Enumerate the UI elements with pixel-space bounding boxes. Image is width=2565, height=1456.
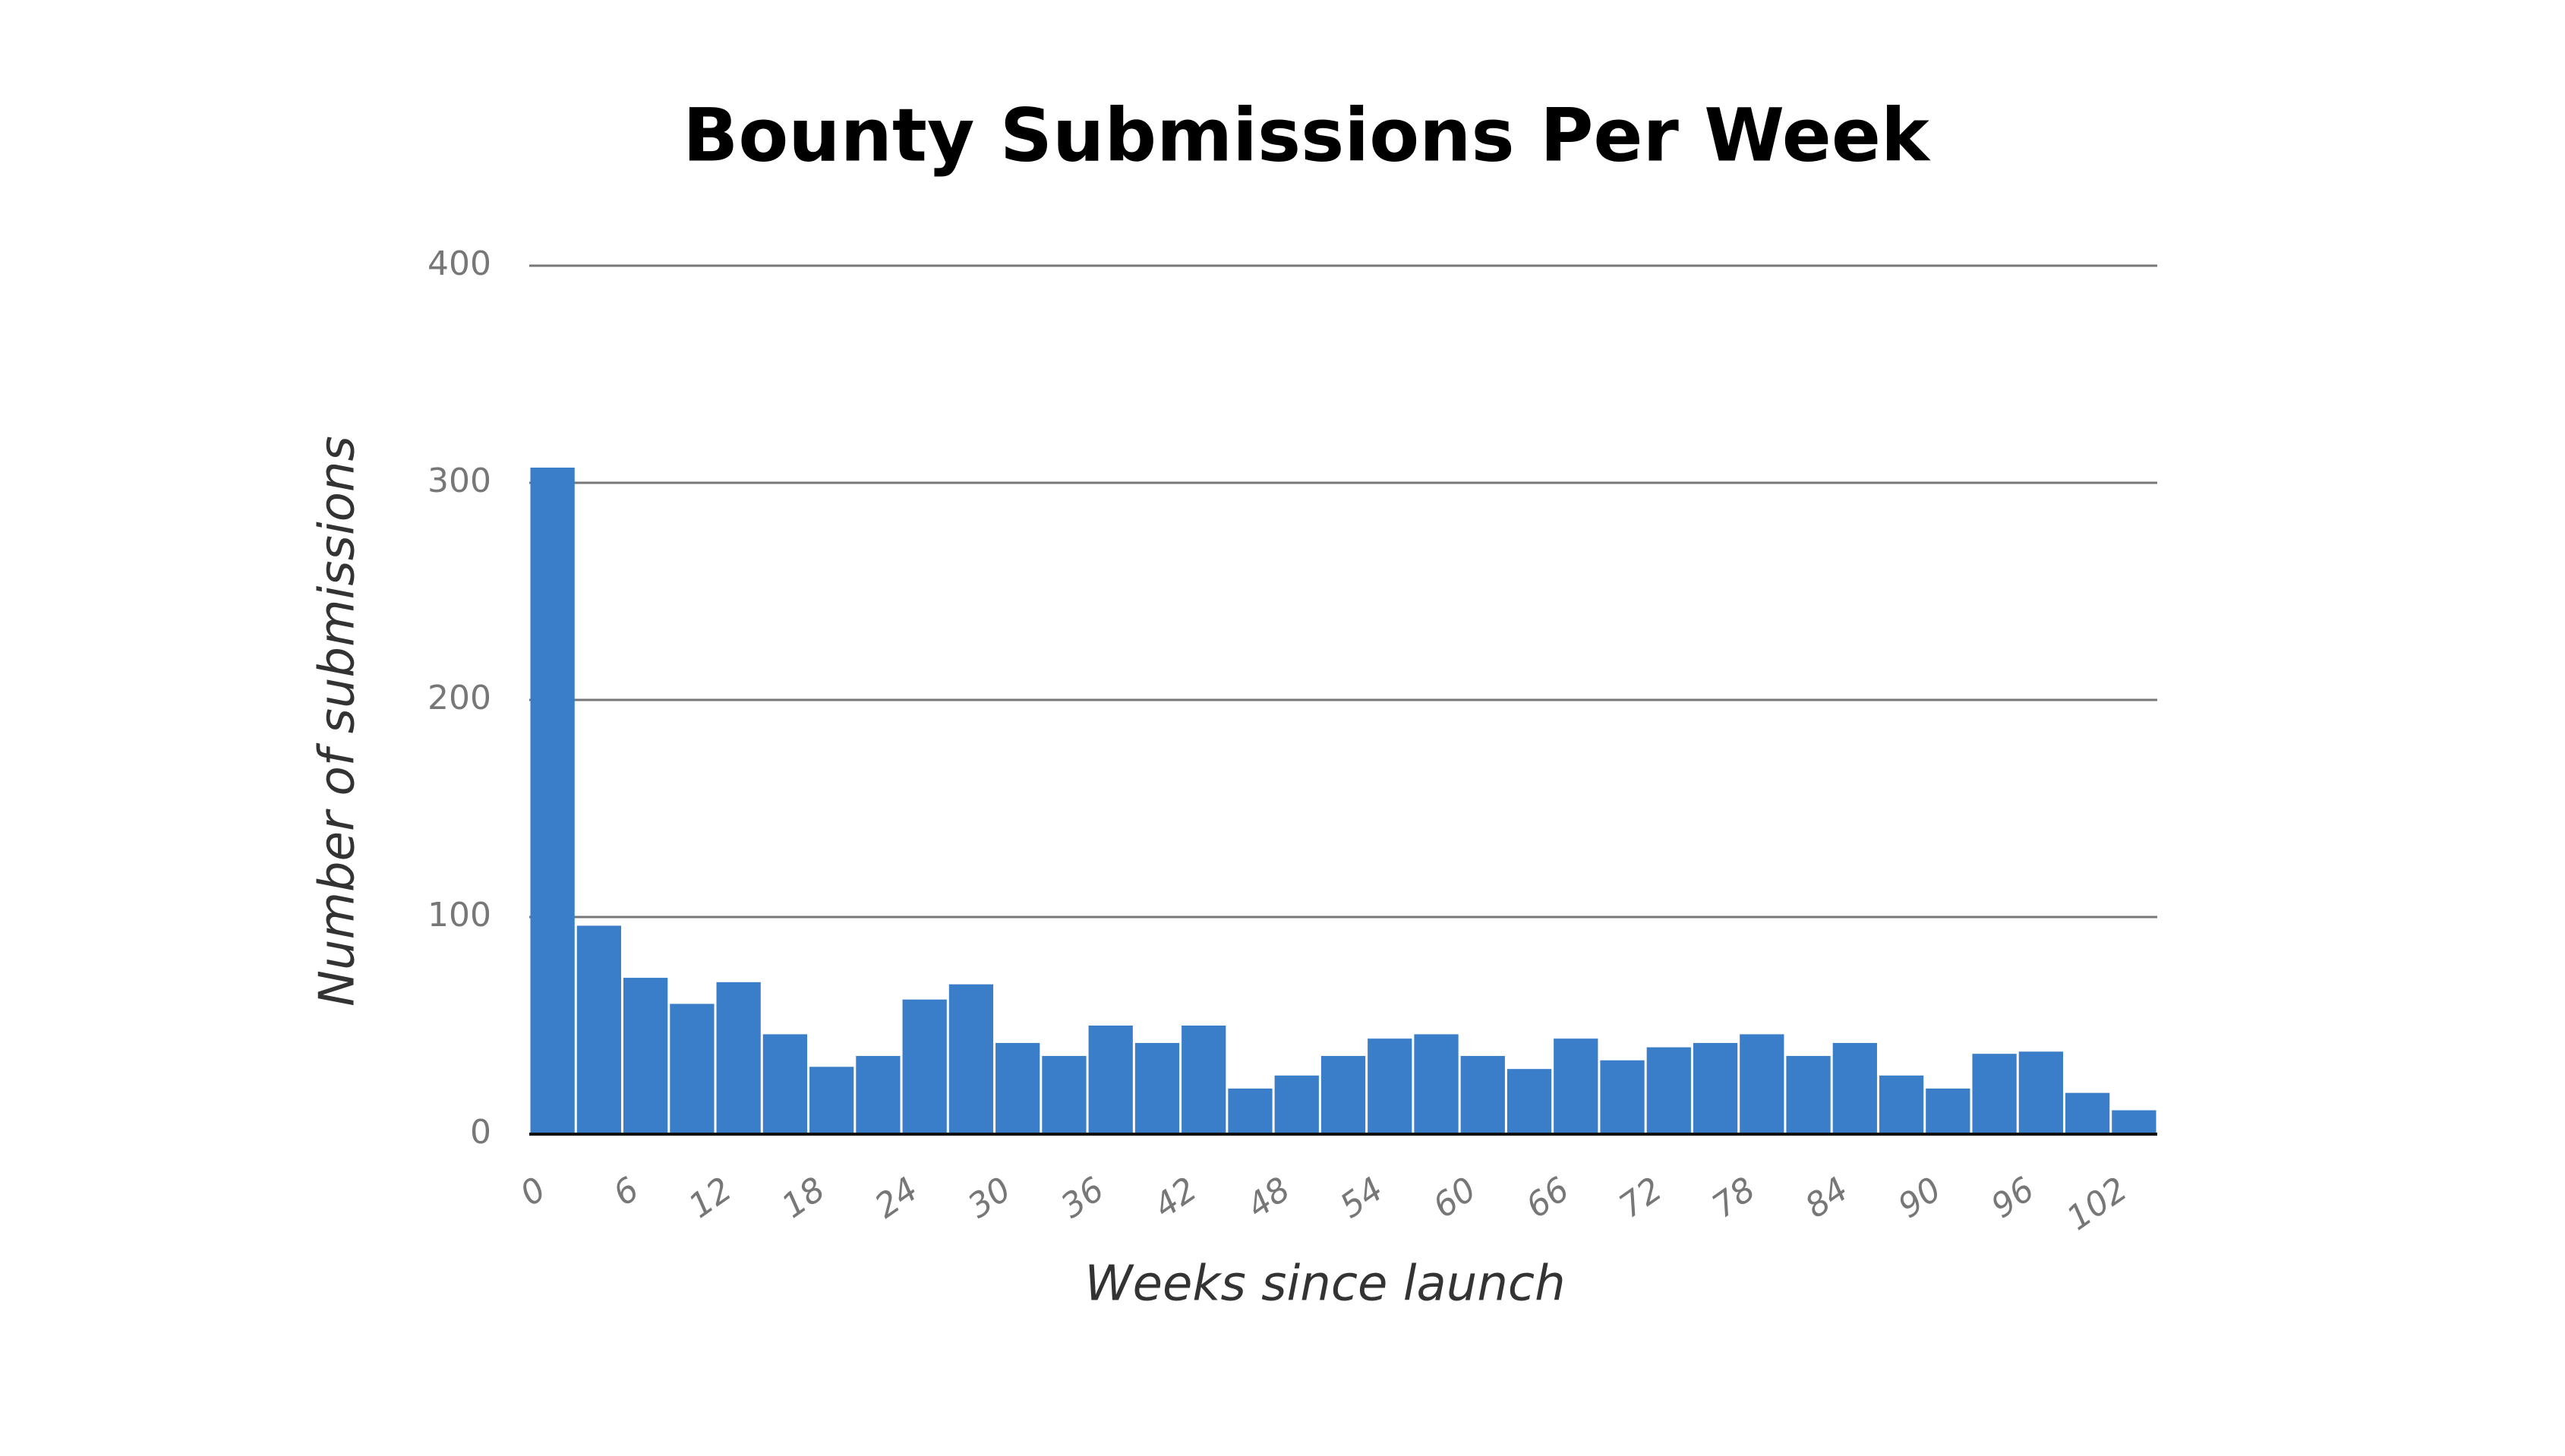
x-tick-label: 84: [1798, 1170, 1855, 1226]
bar: [670, 1004, 715, 1134]
bar: [1274, 1075, 1319, 1134]
x-tick-label: 102: [2060, 1170, 2134, 1238]
bar: [948, 984, 994, 1134]
bar: [1646, 1047, 1691, 1134]
x-tick-label: 24: [868, 1170, 925, 1226]
bar: [2112, 1110, 2156, 1134]
bar: [1414, 1034, 1459, 1134]
bar: [576, 925, 622, 1134]
bar: [1320, 1056, 1366, 1134]
x-tick-label: 30: [961, 1170, 1018, 1226]
x-tick-label: 18: [775, 1170, 832, 1226]
chart-title: Bounty Submissions Per Week: [683, 93, 1931, 178]
x-tick-label: 12: [682, 1170, 739, 1226]
y-tick-label: 100: [428, 896, 491, 934]
x-tick-label: 54: [1333, 1170, 1390, 1226]
bar: [1460, 1056, 1505, 1134]
x-tick-label: 90: [1891, 1170, 1948, 1226]
bar: [1042, 1056, 1087, 1134]
x-tick-label: 48: [1240, 1170, 1297, 1226]
bar: [1182, 1026, 1226, 1134]
bar: [530, 467, 575, 1134]
bar: [1786, 1056, 1831, 1134]
x-tick-label: 96: [1984, 1170, 2041, 1226]
bar: [1600, 1060, 1645, 1134]
y-tick-label: 0: [470, 1113, 491, 1152]
bar: [1134, 1042, 1180, 1134]
bar: [716, 982, 761, 1134]
bar: [2065, 1092, 2110, 1134]
bar: [1972, 1054, 2017, 1134]
x-tick-label: 60: [1426, 1170, 1483, 1226]
bar: [1554, 1038, 1598, 1134]
bar: [902, 999, 947, 1134]
bar: [1926, 1088, 1970, 1134]
bar: [1088, 1026, 1133, 1134]
x-tick-label: 42: [1147, 1170, 1204, 1226]
x-axis-title: Weeks since launch: [1084, 1256, 1565, 1313]
bar: [1879, 1075, 1924, 1134]
x-tick-label: 6: [607, 1170, 646, 1214]
bar: [1740, 1034, 1784, 1134]
bar: [1507, 1069, 1552, 1134]
bar: [1832, 1042, 1877, 1134]
bar: [1693, 1042, 1738, 1134]
y-axis-title: Number of submissions: [310, 436, 366, 1007]
bar: [995, 1042, 1040, 1134]
bar: [762, 1034, 808, 1134]
bar: [623, 978, 668, 1134]
y-tick-label: 400: [428, 244, 491, 283]
x-tick-label: 36: [1054, 1170, 1111, 1226]
bar: [856, 1056, 901, 1134]
bar: [1228, 1088, 1273, 1134]
y-tick-label: 300: [428, 462, 491, 500]
y-tick-label: 200: [428, 679, 491, 717]
x-tick-label: 0: [513, 1170, 553, 1214]
bar: [1368, 1038, 1412, 1134]
x-tick-label: 78: [1705, 1170, 1762, 1226]
x-tick-label: 66: [1519, 1170, 1576, 1226]
bar: [809, 1067, 854, 1134]
bar: [2018, 1051, 2063, 1134]
x-tick-label: 72: [1612, 1170, 1669, 1226]
